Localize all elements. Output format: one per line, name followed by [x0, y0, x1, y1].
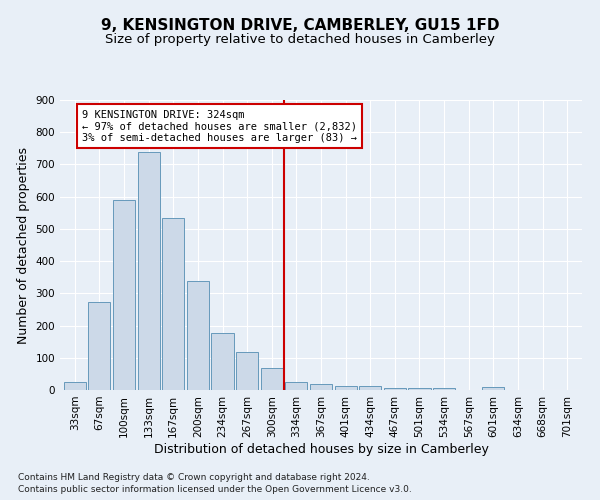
- Bar: [236, 352, 258, 390]
- Bar: [113, 200, 135, 390]
- Text: Distribution of detached houses by size in Camberley: Distribution of detached houses by size …: [154, 442, 488, 456]
- Bar: [433, 388, 455, 390]
- Text: Contains public sector information licensed under the Open Government Licence v3: Contains public sector information licen…: [18, 485, 412, 494]
- Bar: [88, 302, 110, 390]
- Text: 9, KENSINGTON DRIVE, CAMBERLEY, GU15 1FD: 9, KENSINGTON DRIVE, CAMBERLEY, GU15 1FD: [101, 18, 499, 32]
- Bar: [260, 368, 283, 390]
- Text: Size of property relative to detached houses in Camberley: Size of property relative to detached ho…: [105, 32, 495, 46]
- Bar: [162, 218, 184, 390]
- Bar: [409, 388, 431, 390]
- Text: Contains HM Land Registry data © Crown copyright and database right 2024.: Contains HM Land Registry data © Crown c…: [18, 472, 370, 482]
- Bar: [285, 382, 307, 390]
- Bar: [211, 332, 233, 390]
- Bar: [187, 281, 209, 390]
- Bar: [64, 382, 86, 390]
- Text: 9 KENSINGTON DRIVE: 324sqm
← 97% of detached houses are smaller (2,832)
3% of se: 9 KENSINGTON DRIVE: 324sqm ← 97% of deta…: [82, 110, 357, 143]
- Bar: [482, 388, 505, 390]
- Bar: [335, 386, 357, 390]
- Bar: [359, 386, 382, 390]
- Bar: [310, 384, 332, 390]
- Y-axis label: Number of detached properties: Number of detached properties: [17, 146, 30, 344]
- Bar: [384, 388, 406, 390]
- Bar: [137, 152, 160, 390]
